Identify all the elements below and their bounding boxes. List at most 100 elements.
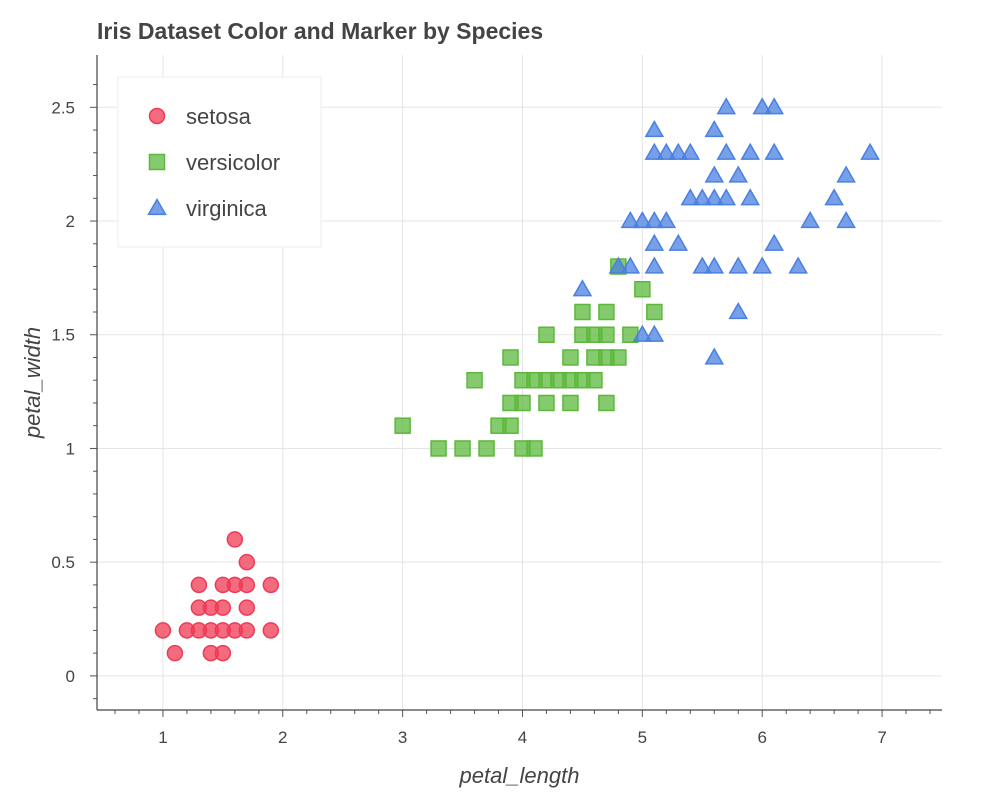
- virginica-point: [644, 256, 665, 274]
- versicolor-point: [634, 281, 651, 298]
- setosa-point: [238, 622, 256, 639]
- virginica-point: [608, 256, 629, 274]
- versicolor-point: [598, 303, 615, 321]
- virginica-point: [728, 301, 749, 320]
- virginica-point: [668, 233, 689, 251]
- setosa-point: [238, 553, 256, 571]
- versicolor-point: [574, 303, 591, 321]
- setosa-point: [262, 576, 280, 594]
- versicolor-point: [610, 349, 627, 366]
- x-tick-label: 1: [158, 728, 167, 747]
- virginica-point: [692, 188, 713, 206]
- virginica-point: [860, 142, 880, 160]
- virginica-point: [692, 256, 713, 274]
- setosa-point: [238, 599, 256, 616]
- virginica-point: [644, 233, 665, 251]
- x-axis-label: petal_length: [459, 763, 580, 788]
- virginica-point: [788, 256, 808, 274]
- virginica-point: [632, 324, 653, 342]
- virginica-point: [704, 165, 725, 183]
- virginica-point: [764, 97, 784, 115]
- virginica-point: [824, 188, 844, 206]
- x-tick-label: 6: [757, 728, 766, 747]
- versicolor-point: [538, 326, 555, 343]
- virginica-point: [716, 142, 737, 160]
- versicolor-legend-marker: [148, 153, 166, 171]
- legend-label: versicolor: [186, 150, 280, 175]
- setosa-point: [190, 576, 208, 594]
- legend-label: virginica: [186, 196, 267, 221]
- x-tick-label: 2: [278, 728, 287, 747]
- versicolor-point: [502, 349, 519, 366]
- virginica-point: [704, 120, 725, 138]
- y-tick-label: 0.5: [51, 553, 75, 572]
- virginica-legend-marker: [147, 197, 167, 216]
- y-tick-label: 0: [66, 667, 75, 686]
- virginica-point: [704, 347, 725, 365]
- chart-title: Iris Dataset Color and Marker by Species: [97, 18, 544, 44]
- setosa-point: [214, 599, 232, 616]
- virginica-point: [656, 211, 677, 229]
- virginica-point: [680, 142, 701, 160]
- virginica-point: [740, 142, 761, 160]
- virginica-point: [668, 142, 689, 160]
- legend-label: setosa: [186, 104, 252, 129]
- versicolor-point: [598, 326, 615, 343]
- virginica-point: [716, 188, 737, 206]
- versicolor-point: [646, 303, 663, 321]
- virginica-point: [620, 256, 641, 274]
- virginica-point: [836, 165, 856, 183]
- x-tick-label: 3: [398, 728, 407, 747]
- versicolor-point: [562, 349, 579, 366]
- virginica-point: [752, 97, 773, 115]
- virginica-point: [800, 211, 820, 229]
- virginica-point: [632, 211, 653, 229]
- virginica-point: [704, 256, 725, 274]
- virginica-point: [836, 211, 856, 229]
- virginica-point: [704, 188, 725, 206]
- virginica-point: [728, 256, 749, 274]
- y-axis-label: petal_width: [20, 327, 45, 439]
- virginica-point: [572, 279, 593, 297]
- virginica-point: [752, 256, 773, 274]
- virginica-point: [740, 188, 761, 206]
- versicolor-point: [526, 440, 543, 457]
- virginica-point: [620, 211, 641, 229]
- setosa-legend-marker: [148, 107, 166, 125]
- versicolor-point: [502, 417, 519, 434]
- x-tick-label: 5: [638, 728, 647, 747]
- virginica-point: [656, 142, 677, 160]
- versicolor-point: [394, 417, 411, 434]
- versicolor-point: [562, 394, 579, 412]
- setosa-point: [226, 531, 244, 548]
- virginica-point: [728, 165, 749, 183]
- virginica-point: [644, 120, 665, 138]
- y-tick-label: 2.5: [51, 98, 75, 117]
- versicolor-point: [478, 440, 495, 457]
- virginica-point: [764, 142, 784, 160]
- setosa-point: [154, 622, 172, 639]
- setosa-point: [238, 576, 256, 594]
- virginica-point: [644, 211, 665, 229]
- versicolor-point: [466, 371, 483, 389]
- versicolor-point: [538, 394, 555, 412]
- versicolor-point: [598, 394, 615, 412]
- virginica-point: [644, 324, 665, 342]
- versicolor-point: [586, 371, 603, 389]
- x-tick-label: 4: [518, 728, 527, 747]
- versicolor-point: [430, 440, 447, 457]
- virginica-point: [680, 188, 701, 206]
- virginica-point: [764, 233, 784, 251]
- setosa-point: [214, 644, 232, 662]
- versicolor-point: [454, 440, 471, 457]
- setosa-point: [262, 622, 280, 639]
- y-tick-label: 1.5: [51, 326, 75, 345]
- y-tick-label: 1: [66, 439, 75, 458]
- setosa-point: [166, 644, 184, 662]
- virginica-point: [644, 142, 665, 160]
- versicolor-point: [514, 394, 531, 412]
- virginica-point: [716, 97, 737, 115]
- y-tick-label: 2: [66, 212, 75, 231]
- x-tick-label: 7: [877, 728, 886, 747]
